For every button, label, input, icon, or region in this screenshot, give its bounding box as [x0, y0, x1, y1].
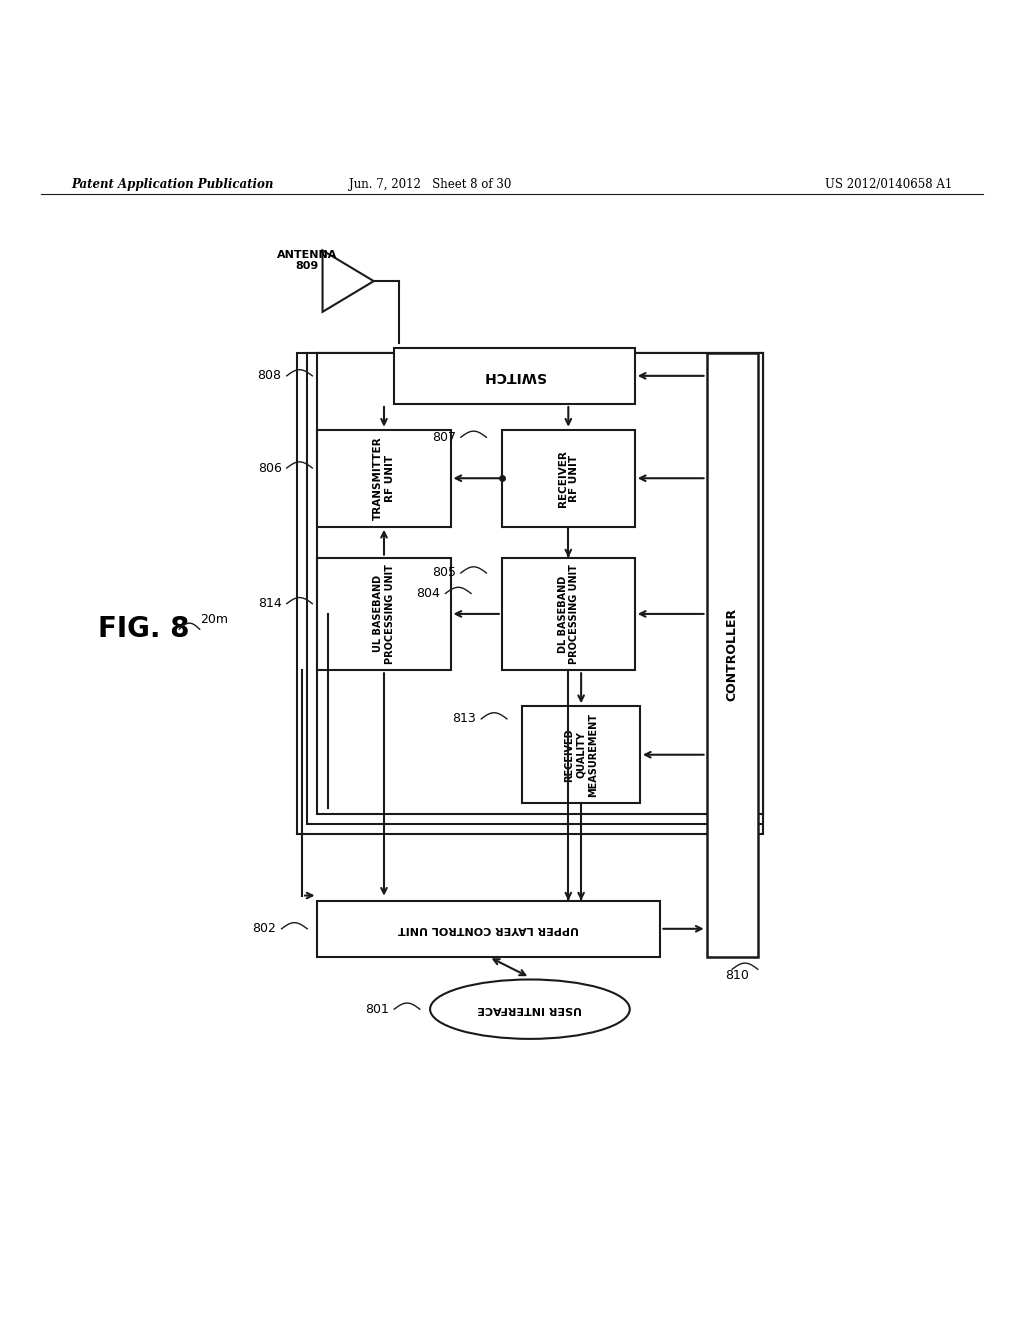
Text: 807: 807: [432, 430, 456, 444]
Text: 805: 805: [432, 566, 456, 579]
Polygon shape: [323, 251, 374, 312]
Text: 20m: 20m: [200, 612, 227, 626]
Text: US 2012/0140658 A1: US 2012/0140658 A1: [825, 178, 952, 191]
Text: 806: 806: [258, 462, 282, 474]
Text: 802: 802: [253, 923, 276, 936]
Bar: [317, 900, 660, 957]
Text: UL BASEBAND
PROCESSING UNIT: UL BASEBAND PROCESSING UNIT: [373, 564, 395, 664]
Text: CONTROLLER: CONTROLLER: [726, 609, 738, 701]
Text: RECEIVED
QUALITY
MEASUREMENT: RECEIVED QUALITY MEASUREMENT: [564, 713, 598, 797]
Text: USER INTERFACE: USER INTERFACE: [477, 1005, 583, 1014]
Text: DL BASEBAND
PROCESSING UNIT: DL BASEBAND PROCESSING UNIT: [557, 564, 580, 664]
Text: TRANSMITTER
RF UNIT: TRANSMITTER RF UNIT: [373, 437, 395, 520]
Bar: [317, 557, 451, 671]
Text: Patent Application Publication: Patent Application Publication: [72, 178, 274, 191]
Bar: [707, 352, 758, 957]
Bar: [317, 352, 763, 813]
Ellipse shape: [430, 979, 630, 1039]
Text: ANTENNA
809: ANTENNA 809: [278, 249, 337, 272]
Bar: [297, 352, 763, 834]
Text: 813: 813: [453, 713, 476, 726]
Text: RECEIVER
RF UNIT: RECEIVER RF UNIT: [557, 450, 580, 507]
Text: 808: 808: [258, 370, 282, 383]
Text: UPPER LAYER CONTROL UNIT: UPPER LAYER CONTROL UNIT: [398, 924, 580, 933]
Bar: [522, 706, 640, 804]
Bar: [317, 429, 451, 527]
Bar: [502, 429, 635, 527]
Bar: [502, 557, 635, 671]
Text: SWITCH: SWITCH: [483, 368, 546, 383]
Text: 804: 804: [417, 587, 440, 599]
Bar: [307, 352, 763, 824]
Text: 810: 810: [725, 969, 750, 982]
Text: FIG. 8: FIG. 8: [97, 615, 189, 643]
Text: 801: 801: [366, 1003, 389, 1015]
Text: Jun. 7, 2012   Sheet 8 of 30: Jun. 7, 2012 Sheet 8 of 30: [349, 178, 511, 191]
Bar: [394, 347, 635, 404]
Text: 814: 814: [258, 597, 282, 610]
